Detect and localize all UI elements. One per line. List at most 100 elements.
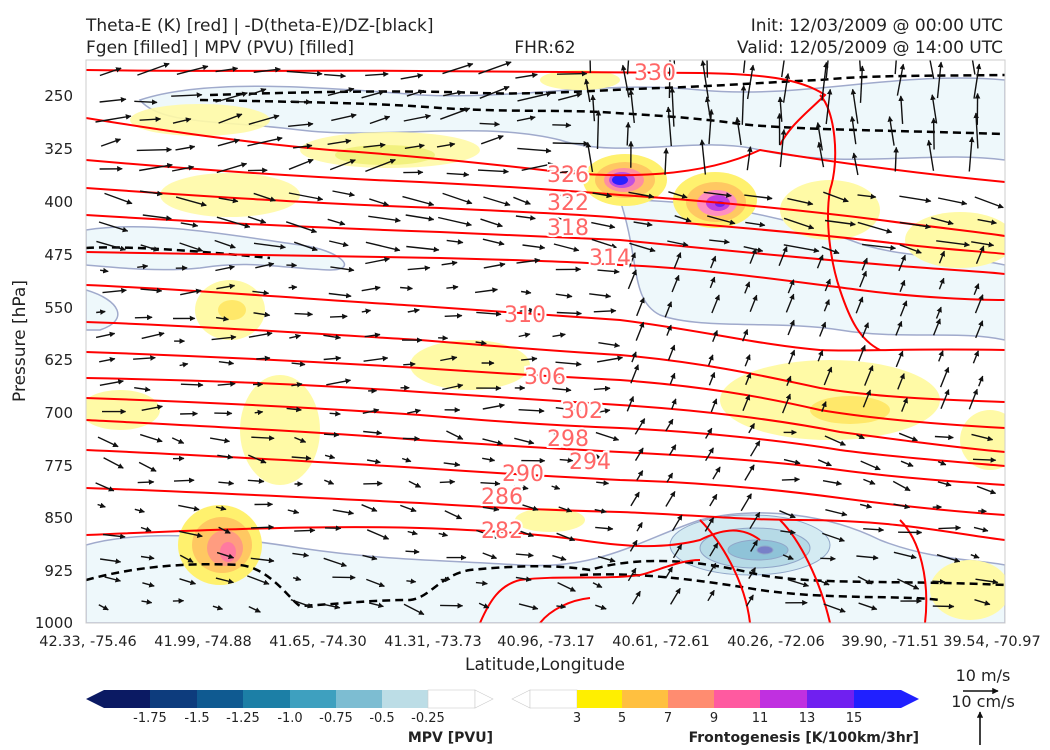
wind-vector (629, 539, 638, 552)
wind-vector (329, 410, 341, 417)
wind-vector (592, 582, 603, 589)
init-time: Init: 12/03/2009 @ 00:00 UTC (751, 16, 1003, 36)
wind-vector (212, 605, 224, 611)
fgen-tick: 13 (799, 711, 816, 726)
wind-vector (892, 480, 911, 492)
wind-vector (742, 394, 751, 412)
wind-vector (363, 480, 383, 487)
wind-vector (553, 243, 580, 252)
wind-vector (707, 215, 736, 225)
wind-vector (893, 551, 917, 560)
wind-vector (402, 195, 435, 207)
wind-vector (218, 113, 243, 124)
wind-vector (211, 334, 237, 341)
fgen-colorbar-label: Frontogenesis [K/100km/3hr] (689, 730, 919, 746)
mpv-colorbar-label: MPV [PVU] (408, 730, 493, 746)
wind-vector (522, 244, 546, 251)
wind-vector (782, 554, 794, 560)
wind-vector (709, 542, 719, 557)
wind-vector (817, 349, 824, 362)
wind-vector (858, 602, 878, 611)
wind-vector (332, 509, 355, 516)
wind-vector (441, 260, 458, 267)
wind-vector (857, 193, 877, 200)
theta-e-label-290: 290 (502, 462, 544, 487)
y-axis-label: Pressure [hPa] (10, 280, 30, 402)
y-tick: 400 (44, 193, 73, 211)
wind-vector (940, 389, 950, 410)
wind-vector (479, 85, 510, 99)
wind-vector (136, 146, 172, 153)
wind-vector (482, 506, 500, 512)
wind-vector (285, 221, 318, 234)
wind-vector (482, 456, 496, 463)
wind-vector (785, 293, 795, 313)
x-tick: 41.65, -74.30 (269, 634, 366, 650)
wind-vector (595, 110, 602, 150)
wind-vector (95, 331, 116, 339)
wind-vector (740, 493, 753, 512)
wind-vector (709, 238, 730, 245)
wind-vector (821, 246, 840, 255)
wind-vector (897, 373, 905, 390)
x-tick: 40.96, -73.17 (497, 634, 594, 650)
wind-vector (899, 244, 922, 254)
wind-vector (936, 554, 961, 563)
wind-vector (636, 522, 643, 532)
wind-vector (519, 307, 535, 314)
wind-vector (900, 460, 914, 467)
wind-vector (366, 578, 385, 588)
mpv-tick: -1.75 (133, 711, 167, 726)
x-tick: 42.33, -75.46 (39, 634, 136, 650)
wind-vector (142, 214, 172, 221)
wind-vector (99, 267, 109, 274)
wind-vector (712, 329, 718, 343)
y-tick: 550 (44, 299, 73, 317)
wind-vector (968, 136, 975, 172)
wind-vector (137, 62, 170, 76)
wind-vector (595, 431, 620, 442)
wind-vector (819, 321, 827, 337)
wind-vector (663, 147, 669, 175)
wind-vector (862, 243, 897, 251)
wind-vector (483, 196, 511, 207)
wind-vector (442, 383, 464, 391)
plot-frame (85, 59, 1006, 624)
wind-vector (744, 194, 773, 201)
wind-vector (894, 60, 897, 75)
wind-vector (597, 555, 616, 563)
wind-vector (255, 261, 275, 269)
wind-vector (821, 401, 827, 412)
wind-vector (555, 193, 575, 201)
wind-vector (553, 431, 564, 438)
wind-vector (895, 350, 904, 368)
wind-vector (406, 245, 440, 253)
wind-vector (899, 221, 932, 230)
forecast-hour: FHR:62 (514, 38, 575, 58)
wind-vector (710, 398, 718, 413)
wind-vector (749, 248, 757, 264)
wind-vector (142, 582, 155, 588)
wind-vector (365, 158, 396, 173)
wind-vector (328, 292, 352, 299)
wind-vector (516, 115, 536, 122)
wind-vector (971, 241, 995, 248)
wind-vector (559, 457, 574, 464)
wind-vector (705, 427, 713, 439)
wind-vector (327, 87, 355, 97)
wind-vector (175, 144, 196, 151)
wind-vector (289, 333, 302, 340)
wind-vector (215, 91, 248, 103)
wind-vector (99, 379, 124, 386)
wind-vector (103, 457, 124, 469)
wind-vector (978, 375, 984, 387)
wind-vector (176, 64, 209, 75)
wind-vector (368, 602, 384, 608)
wind-vector (669, 372, 676, 385)
wind-vector (628, 89, 635, 123)
wind-vector (746, 64, 756, 100)
fgen-tick: 7 (664, 711, 672, 726)
wind-vector (787, 579, 810, 588)
wind-vector (292, 575, 302, 582)
wind-vector (405, 214, 435, 222)
